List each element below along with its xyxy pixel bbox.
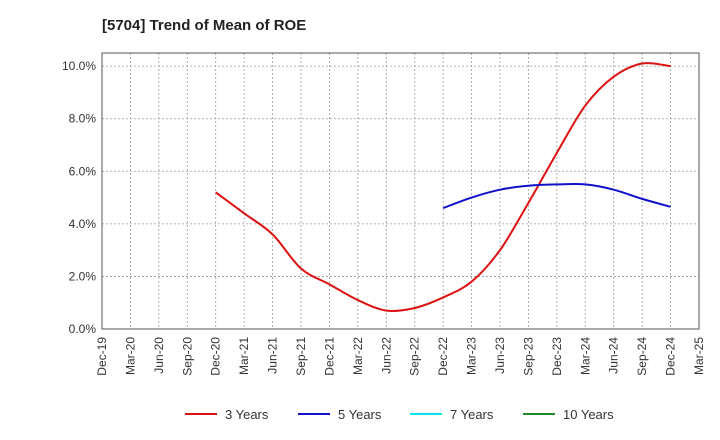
x-tick-label: Mar-21 [237, 337, 251, 375]
grid [101, 53, 700, 330]
y-tick-label: 0.0% [69, 322, 97, 336]
y-tick-label: 10.0% [62, 59, 96, 73]
x-tick-label: Dec-20 [209, 337, 223, 376]
x-tick-label: Mar-22 [351, 337, 365, 375]
series [215, 62, 671, 313]
legend-label-10-years: 10 Years [563, 407, 614, 422]
x-tick-label: Mar-24 [578, 337, 592, 375]
y-tick-label: 8.0% [69, 112, 97, 126]
x-tick-label: Mar-20 [123, 337, 137, 375]
x-tick-label: Mar-23 [465, 337, 479, 375]
x-tick-label: Dec-22 [436, 337, 450, 376]
y-tick-label: 4.0% [69, 217, 97, 231]
x-tick-label: Dec-24 [664, 337, 678, 376]
y-tick-label: 6.0% [69, 164, 97, 178]
x-tick-label: Sep-20 [180, 337, 194, 376]
x-tick-label: Jun-22 [379, 337, 393, 374]
legend-label-5-years: 5 Years [338, 407, 382, 422]
series-line-3-years [215, 62, 671, 313]
series-line-5-years [442, 182, 671, 210]
legend-label-3-years: 3 Years [225, 407, 269, 422]
x-tick-label: Dec-23 [550, 337, 564, 376]
x-tick-label: Dec-19 [95, 337, 109, 376]
x-tick-label: Dec-21 [322, 337, 336, 376]
plot-frame [101, 52, 700, 330]
x-tick-label: Jun-21 [266, 337, 280, 374]
x-tick-label: Sep-21 [294, 337, 308, 376]
y-tick-label: 2.0% [69, 269, 97, 283]
legend: 3 Years 5 Years 7 Years 10 Years [185, 407, 614, 422]
x-tick-label: Mar-25 [692, 337, 706, 375]
x-tick-label: Jun-24 [607, 337, 621, 374]
x-tick-label: Sep-23 [521, 337, 535, 376]
axes: 0.0% 2.0% 4.0% 6.0% 8.0% 10.0% Dec-19 Mar-20 Jun… [62, 59, 706, 376]
legend-label-7-years: 7 Years [450, 407, 494, 422]
chart-title: [5704] Trend of Mean of ROE [102, 17, 306, 34]
x-tick-label: Jun-20 [152, 337, 166, 374]
x-tick-label: Jun-23 [493, 337, 507, 374]
x-tick-label: Sep-24 [635, 337, 649, 376]
x-tick-label: Sep-22 [408, 337, 422, 376]
